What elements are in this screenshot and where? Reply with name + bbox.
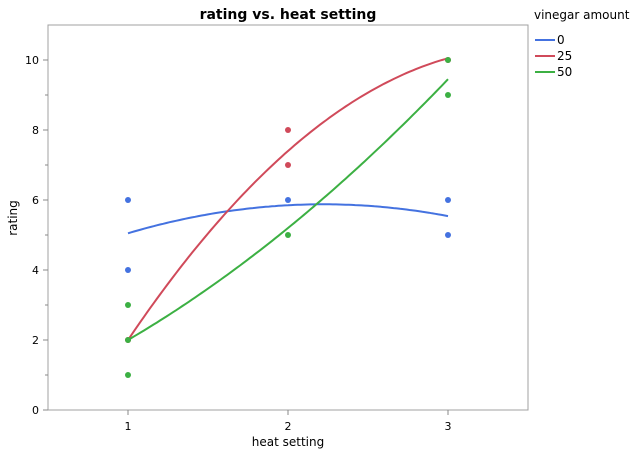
legend-label-50: 50 [557, 65, 572, 79]
data-point-0 [125, 197, 131, 203]
chart-title: rating vs. heat setting [200, 7, 377, 23]
x-tick-label: 3 [445, 420, 452, 433]
legend-label-25: 25 [557, 49, 572, 63]
legend-title: vinegar amount [534, 8, 630, 22]
y-tick-label: 10 [25, 54, 39, 67]
y-tick-label: 6 [32, 194, 39, 207]
data-point-50 [125, 337, 131, 343]
data-point-50 [125, 372, 131, 378]
plot-frame [47, 24, 529, 411]
data-point-0 [445, 232, 451, 238]
data-point-0 [285, 197, 291, 203]
data-point-50 [285, 232, 291, 238]
data-point-0 [445, 197, 451, 203]
fit-line-0 [127, 203, 449, 235]
y-axis-label: rating [6, 200, 20, 236]
data-point-25 [285, 162, 291, 168]
x-tick-label: 1 [125, 420, 132, 433]
fit-line-25 [127, 57, 449, 341]
x-axis-label: heat setting [252, 435, 324, 449]
fit-line-50 [127, 78, 449, 341]
y-tick-label: 2 [32, 334, 39, 347]
data-point-25 [285, 127, 291, 133]
data-point-0 [125, 267, 131, 273]
y-tick-label: 8 [32, 124, 39, 137]
legend-label-0: 0 [557, 33, 565, 47]
data-point-50 [445, 92, 451, 98]
x-tick-label: 2 [285, 420, 292, 433]
data-point-50 [125, 302, 131, 308]
data-point-50 [445, 57, 451, 63]
y-tick-label: 0 [32, 404, 39, 417]
y-tick-label: 4 [32, 264, 39, 277]
